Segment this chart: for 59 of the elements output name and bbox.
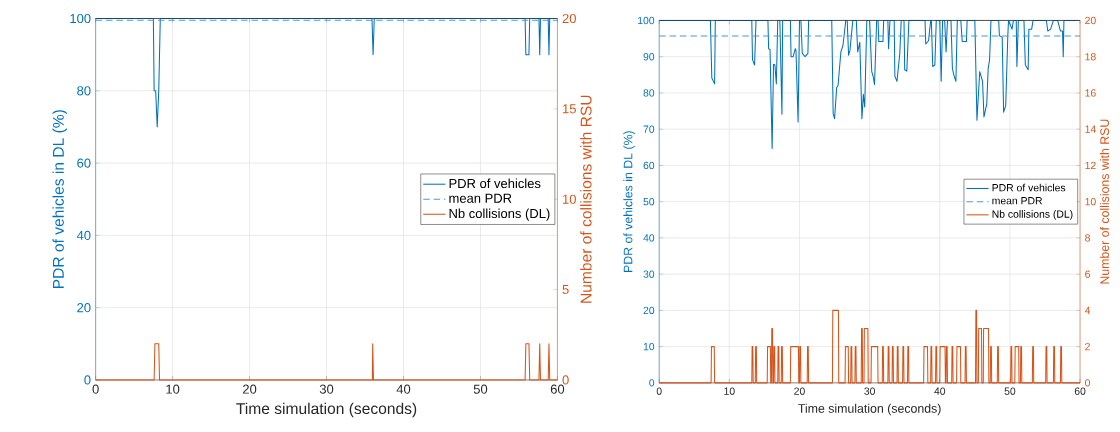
y2-tick-label: 2 — [1085, 343, 1090, 351]
legend-label: PDR of vehicles — [449, 178, 541, 189]
y2-tick-label: 10 — [1085, 198, 1096, 206]
x-tick-label: 0 — [92, 384, 99, 394]
y-tick-label: 40 — [643, 234, 655, 242]
y-axis-title: PDR of vehicles in DL (%) — [623, 131, 635, 273]
y-tick-label: 80 — [643, 89, 655, 97]
legend-label: Nb collisions (DL) — [992, 210, 1073, 220]
y-tick-label: 100 — [638, 16, 655, 25]
y2-tick-label: 0 — [1085, 379, 1091, 387]
y2-tick-label: 12 — [1085, 162, 1096, 170]
y-tick-label: 0 — [649, 379, 655, 387]
x-axis-title: Time simulation (seconds) — [236, 402, 417, 418]
y2-tick-label: 10 — [563, 194, 576, 205]
y2-tick-label: 6 — [1085, 270, 1090, 279]
y2-axis-title: Number of collisions with RSU — [1099, 119, 1109, 284]
y-tick-label: 40 — [76, 230, 91, 241]
legend-label: mean PDR — [992, 197, 1043, 205]
x-tick-label: 10 — [724, 387, 735, 396]
y-tick-label: 0 — [84, 375, 91, 385]
x-tick-label: 40 — [396, 384, 411, 394]
y2-tick-label: 18 — [1085, 53, 1096, 61]
x-tick-label: 30 — [319, 384, 334, 394]
y-tick-label: 100 — [70, 14, 91, 24]
x-tick-label: 20 — [243, 384, 257, 394]
y2-tick-label: 20 — [1085, 16, 1096, 25]
x-axis-title: Time simulation (seconds) — [798, 403, 941, 416]
x-tick-label: 20 — [794, 387, 805, 396]
legend-label: PDR of vehicles — [992, 183, 1066, 192]
y-tick-label: 70 — [643, 125, 655, 134]
y-tick-label: 80 — [77, 86, 91, 96]
x-tick-label: 50 — [1004, 387, 1016, 396]
y-tick-label: 90 — [643, 53, 655, 61]
x-tick-label: 60 — [1074, 387, 1086, 396]
x-tick-label: 30 — [864, 387, 875, 396]
x-tick-label: 10 — [166, 384, 180, 394]
y-axis-title: PDR of vehicles in DL (%) — [52, 110, 67, 289]
y-tick-label: 60 — [77, 158, 91, 168]
legend-label: mean PDR — [449, 193, 512, 204]
y-tick-label: 60 — [643, 161, 655, 170]
y2-tick-label: 20 — [562, 14, 576, 24]
y-tick-label: 50 — [643, 198, 655, 206]
y-tick-label: 30 — [643, 270, 655, 279]
legend-label: Nb collisions (DL) — [449, 208, 550, 221]
x-tick-label: 40 — [934, 387, 946, 396]
y2-tick-label: 15 — [563, 104, 576, 114]
y2-tick-label: 14 — [1085, 125, 1096, 133]
y-tick-label: 10 — [643, 343, 655, 351]
y2-tick-label: 16 — [1085, 89, 1096, 97]
y-tick-label: 20 — [643, 306, 655, 315]
y2-tick-label: 5 — [562, 285, 569, 295]
y2-tick-label: 4 — [1084, 307, 1091, 315]
y-tick-label: 20 — [77, 303, 91, 313]
y2-axis-title: Number of collisions with RSU — [580, 95, 592, 303]
x-tick-label: 50 — [473, 384, 488, 394]
x-tick-label: 0 — [656, 387, 662, 396]
y2-tick-label: 0 — [562, 375, 569, 385]
y2-tick-label: 8 — [1085, 234, 1090, 242]
x-tick-label: 60 — [550, 384, 565, 394]
